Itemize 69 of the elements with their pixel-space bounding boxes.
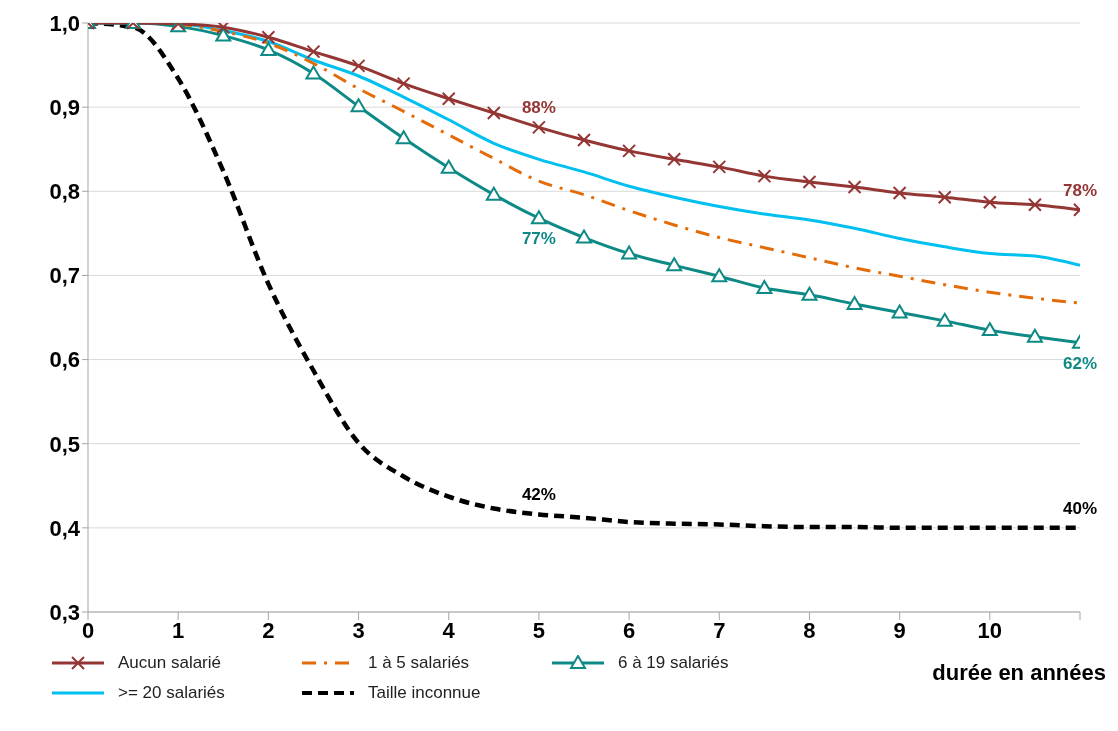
y-tick-label: 0,5 xyxy=(49,431,80,457)
x-tick-label: 7 xyxy=(713,617,726,643)
point xyxy=(622,143,637,158)
point xyxy=(712,159,727,174)
point xyxy=(666,257,683,272)
point xyxy=(216,23,231,35)
y-tick-label: 1,0 xyxy=(49,10,80,36)
legend-label: Taille inconnue xyxy=(368,683,481,703)
data-label: 42% xyxy=(521,485,556,505)
y-tick-label: 0,7 xyxy=(49,263,80,289)
point xyxy=(621,245,638,260)
point xyxy=(756,280,773,295)
x-tick-label: 5 xyxy=(532,617,546,643)
point xyxy=(441,91,456,106)
point xyxy=(350,98,367,113)
point xyxy=(937,190,952,205)
legend-label: >= 20 salariés xyxy=(118,683,225,703)
x-tick-label: 4 xyxy=(442,617,456,643)
x-tick-label: 9 xyxy=(893,617,906,643)
point xyxy=(892,185,907,200)
data-label: 40% xyxy=(1062,498,1098,518)
legend-label: Aucun salarié xyxy=(118,653,222,673)
point xyxy=(215,27,232,42)
point xyxy=(485,186,502,201)
x-tick-label: 0 xyxy=(81,617,95,643)
point xyxy=(395,130,412,145)
legend-label: 6 à 19 salariés xyxy=(618,653,729,673)
point xyxy=(802,175,817,190)
point xyxy=(260,41,277,56)
point xyxy=(1027,197,1042,212)
x-tick-label: 3 xyxy=(352,617,365,643)
point xyxy=(846,296,863,311)
point xyxy=(530,210,547,225)
point xyxy=(577,132,591,147)
point xyxy=(891,304,908,319)
point xyxy=(261,30,276,45)
point xyxy=(982,195,997,210)
point xyxy=(801,286,818,301)
y-tick-label: 0,4 xyxy=(49,515,81,541)
data-label: 62% xyxy=(1062,353,1098,373)
point xyxy=(667,152,682,167)
x-tick-label: 8 xyxy=(803,617,816,643)
point xyxy=(757,169,772,184)
point xyxy=(486,106,501,121)
x-tick-label: 1 xyxy=(172,617,185,643)
x-axis-title: durée en années xyxy=(932,660,1106,686)
point xyxy=(440,159,457,174)
y-tick-label: 0,6 xyxy=(49,347,80,373)
data-label: 78% xyxy=(1062,180,1098,200)
point xyxy=(306,44,321,59)
x-tick-label: 10 xyxy=(977,617,1003,643)
y-tick-label: 0,9 xyxy=(49,94,80,120)
y-tick-label: 0,3 xyxy=(49,599,80,625)
data-label: 88% xyxy=(521,98,556,118)
point xyxy=(1026,328,1043,343)
point xyxy=(305,65,322,80)
point xyxy=(936,312,953,327)
data-label: 77% xyxy=(521,229,556,249)
point xyxy=(576,229,592,244)
x-tick-label: 6 xyxy=(622,617,636,643)
point xyxy=(351,58,366,73)
y-tick-label: 0,8 xyxy=(49,179,80,205)
point xyxy=(847,180,862,195)
point xyxy=(711,268,728,283)
legend-label: 1 à 5 salariés xyxy=(368,653,470,673)
x-tick-label: 2 xyxy=(262,617,275,643)
point xyxy=(396,76,411,91)
point xyxy=(981,322,998,337)
point xyxy=(531,120,546,135)
